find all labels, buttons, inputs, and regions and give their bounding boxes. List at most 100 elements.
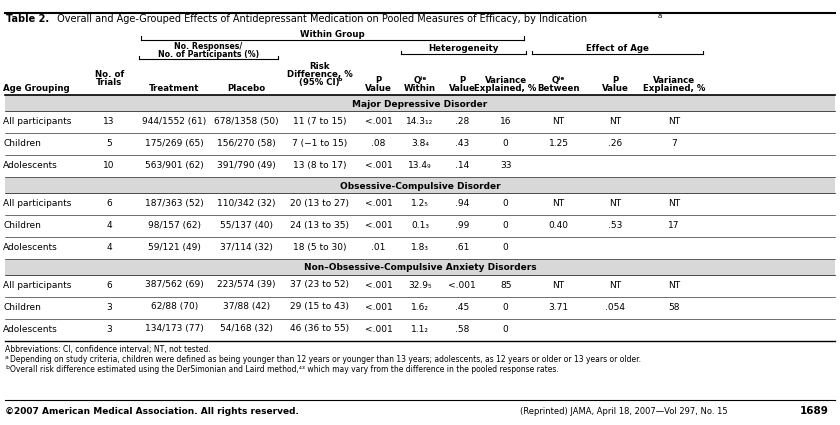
Text: b: b [338, 77, 342, 82]
Text: 5: 5 [107, 139, 112, 147]
Text: 4: 4 [107, 221, 112, 230]
Text: 0: 0 [503, 221, 508, 230]
Bar [5, 95, 835, 111]
Text: Table 2.: Table 2. [6, 14, 49, 24]
Text: Age Grouping: Age Grouping [3, 84, 70, 93]
Text: NT: NT [553, 116, 564, 125]
Text: NT: NT [553, 280, 564, 289]
Text: .45: .45 [455, 303, 469, 312]
Text: 55/137 (40): 55/137 (40) [220, 221, 273, 230]
Text: 156/270 (58): 156/270 (58) [218, 139, 276, 147]
Text: 11 (7 to 15): 11 (7 to 15) [293, 116, 346, 125]
Text: 0: 0 [503, 243, 508, 252]
Text: 6: 6 [107, 280, 112, 289]
Text: NT: NT [609, 280, 622, 289]
Text: <.001: <.001 [365, 198, 392, 207]
Text: NT: NT [609, 116, 622, 125]
Text: 7: 7 [671, 139, 677, 147]
Text: <.001: <.001 [365, 161, 392, 170]
Text: 16: 16 [500, 116, 512, 125]
Text: 1.25: 1.25 [549, 139, 569, 147]
Text: No. of: No. of [95, 70, 123, 79]
Text: 387/562 (69): 387/562 (69) [145, 280, 203, 289]
Text: .054: .054 [606, 303, 625, 312]
Text: Children: Children [3, 303, 41, 312]
Text: 1689: 1689 [800, 406, 829, 416]
Text: Effect of Age: Effect of Age [586, 44, 648, 53]
Text: 391/790 (49): 391/790 (49) [218, 161, 276, 170]
Text: Risk: Risk [309, 62, 330, 71]
Text: (95% CI): (95% CI) [299, 78, 340, 87]
Text: Between: Between [538, 84, 580, 93]
Text: <.001: <.001 [365, 116, 392, 125]
Text: 59/121 (49): 59/121 (49) [148, 243, 201, 252]
Text: Depending on study criteria, children were defined as being younger than 12 year: Depending on study criteria, children we… [10, 355, 641, 364]
Text: 175/269 (65): 175/269 (65) [145, 139, 203, 147]
Text: 17: 17 [669, 221, 680, 230]
Text: Adolescents: Adolescents [3, 243, 58, 252]
Text: 62/88 (70): 62/88 (70) [150, 303, 198, 312]
Text: Within: Within [404, 84, 436, 93]
Text: 3: 3 [107, 325, 112, 334]
Text: Placebo: Placebo [228, 84, 265, 93]
Text: 187/363 (52): 187/363 (52) [145, 198, 203, 207]
Text: 20 (13 to 27): 20 (13 to 27) [290, 198, 349, 207]
Text: 13.4₉: 13.4₉ [408, 161, 432, 170]
Text: 0: 0 [503, 139, 508, 147]
Text: Obsessive-Compulsive Disorder: Obsessive-Compulsive Disorder [339, 181, 501, 190]
Text: 85: 85 [500, 280, 512, 289]
Text: 0: 0 [503, 303, 508, 312]
Text: <.001: <.001 [365, 221, 392, 230]
Text: 944/1552 (61): 944/1552 (61) [142, 116, 207, 125]
Text: 3.8₄: 3.8₄ [411, 139, 429, 147]
Text: 58: 58 [669, 303, 680, 312]
Text: NT: NT [668, 280, 680, 289]
Text: 37/114 (32): 37/114 (32) [220, 243, 273, 252]
Text: Adolescents: Adolescents [3, 161, 58, 170]
Text: NT: NT [668, 116, 680, 125]
Text: 46 (36 to 55): 46 (36 to 55) [290, 325, 349, 334]
Text: Overall and Age-Grouped Effects of Antidepressant Medication on Pooled Measures : Overall and Age-Grouped Effects of Antid… [54, 14, 587, 24]
Text: All participants: All participants [3, 280, 71, 289]
Text: <.001: <.001 [365, 280, 392, 289]
Text: Children: Children [3, 139, 41, 147]
Text: Variance: Variance [485, 76, 527, 85]
Text: 0.1₃: 0.1₃ [411, 221, 429, 230]
Text: 29 (15 to 43): 29 (15 to 43) [290, 303, 349, 312]
Text: a: a [5, 355, 9, 360]
Text: Value: Value [365, 84, 391, 93]
Text: .53: .53 [608, 221, 622, 230]
Text: Treatment: Treatment [149, 84, 200, 93]
Text: b: b [5, 365, 9, 370]
Text: <.001: <.001 [365, 325, 392, 334]
Text: 0: 0 [503, 198, 508, 207]
Text: 678/1358 (50): 678/1358 (50) [214, 116, 279, 125]
Text: Heterogeneity: Heterogeneity [428, 44, 499, 53]
Text: .08: .08 [371, 139, 386, 147]
Text: 134/173 (77): 134/173 (77) [145, 325, 203, 334]
Text: 10: 10 [103, 161, 115, 170]
Text: Value: Value [449, 84, 475, 93]
Text: 1.2₅: 1.2₅ [411, 198, 429, 207]
Text: 4: 4 [107, 243, 112, 252]
Text: NT: NT [668, 198, 680, 207]
Text: 3.71: 3.71 [549, 303, 569, 312]
Text: 37/88 (42): 37/88 (42) [223, 303, 270, 312]
Text: <.001: <.001 [365, 303, 392, 312]
Text: 14.3₁₂: 14.3₁₂ [407, 116, 433, 125]
Text: 223/574 (39): 223/574 (39) [218, 280, 276, 289]
Text: P: P [375, 76, 381, 85]
Text: Adolescents: Adolescents [3, 325, 58, 334]
Bar [5, 259, 835, 275]
Text: Qⁱᵉ: Qⁱᵉ [413, 76, 427, 85]
Text: <.001: <.001 [448, 280, 476, 289]
Text: Explained, %: Explained, % [643, 84, 706, 93]
Text: 18 (5 to 30): 18 (5 to 30) [293, 243, 346, 252]
Text: Value: Value [602, 84, 628, 93]
Text: Difference, %: Difference, % [286, 70, 353, 79]
Text: 54/168 (32): 54/168 (32) [220, 325, 273, 334]
Text: 7 (−1 to 15): 7 (−1 to 15) [292, 139, 347, 147]
Text: 3: 3 [107, 303, 112, 312]
Text: All participants: All participants [3, 198, 71, 207]
Text: a: a [658, 13, 662, 19]
